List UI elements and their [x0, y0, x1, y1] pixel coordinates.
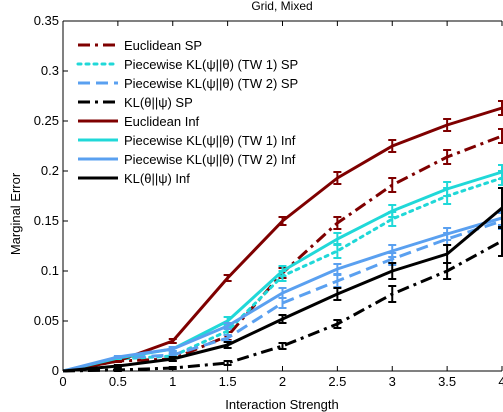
x-tick-label: 0.5	[109, 374, 127, 389]
x-tick-label: 3	[389, 374, 396, 389]
legend-label: Piecewise KL(ψ||θ) (TW 1) SP	[124, 57, 298, 72]
series-layer	[63, 100, 503, 373]
legend-entry-6: Piecewise KL(ψ||θ) (TW 1) Inf	[78, 133, 296, 148]
y-tick-label: 0.35	[34, 13, 59, 28]
legend-label: Piecewise KL(ψ||θ) (TW 2) SP	[124, 76, 298, 91]
series-6	[63, 164, 503, 373]
legend-entry-8: KL(θ||ψ) Inf	[78, 171, 190, 186]
legend-entry-4: KL(θ||ψ) SP	[78, 95, 193, 110]
x-axis-title: Interaction Strength	[225, 397, 338, 412]
series-line	[63, 219, 503, 373]
y-tick-label: 0.05	[34, 313, 59, 328]
legend-entry-5: Euclidean Inf	[78, 114, 200, 129]
x-tick-label: 3.5	[438, 374, 456, 389]
y-tick-label: 0	[52, 363, 59, 378]
legend-entry-1: Euclidean SP	[78, 38, 202, 53]
y-tick-label: 0.2	[41, 163, 59, 178]
x-tick-label: 2	[279, 374, 286, 389]
x-tick-label: 1	[169, 374, 176, 389]
series-7	[63, 210, 503, 373]
legend-entry-7: Piecewise KL(ψ||θ) (TW 2) Inf	[78, 152, 296, 167]
x-tick-label: 2.5	[328, 374, 346, 389]
legend-label: Euclidean SP	[124, 38, 202, 53]
x-tick-label: 1.5	[219, 374, 237, 389]
legend-label: Piecewise KL(ψ||θ) (TW 1) Inf	[124, 133, 296, 148]
legend-label: Euclidean Inf	[124, 114, 200, 129]
x-tick-label: 4	[498, 374, 503, 389]
y-tick-label: 0.1	[41, 263, 59, 278]
legend: Euclidean SP Piecewise KL(ψ||θ) (TW 1) SP…	[76, 38, 298, 186]
legend-label: KL(θ||ψ) SP	[124, 95, 193, 110]
legend-entry-2: Piecewise KL(ψ||θ) (TW 1) SP	[76, 57, 298, 72]
y-tick-label: 0.25	[34, 113, 59, 128]
legend-label: KL(θ||ψ) Inf	[124, 171, 190, 186]
x-tick-label: 0	[59, 374, 66, 389]
chart-title: Grid, Mixed	[251, 0, 312, 13]
y-tick-label: 0.3	[41, 63, 59, 78]
y-tick-label: 0.15	[34, 213, 59, 228]
legend-entry-3: Piecewise KL(ψ||θ) (TW 2) SP	[78, 76, 298, 91]
series-line	[63, 239, 503, 373]
axes-layer: 0 0.5 1 1.5 2 2.5 3 3.5 4 0 0.05 0.1 0.15 0.2 0.25 0.3 0…	[34, 13, 503, 389]
y-axis-title: Marginal Error	[8, 172, 23, 255]
legend-label: Piecewise KL(ψ||θ) (TW 2) Inf	[124, 152, 296, 167]
